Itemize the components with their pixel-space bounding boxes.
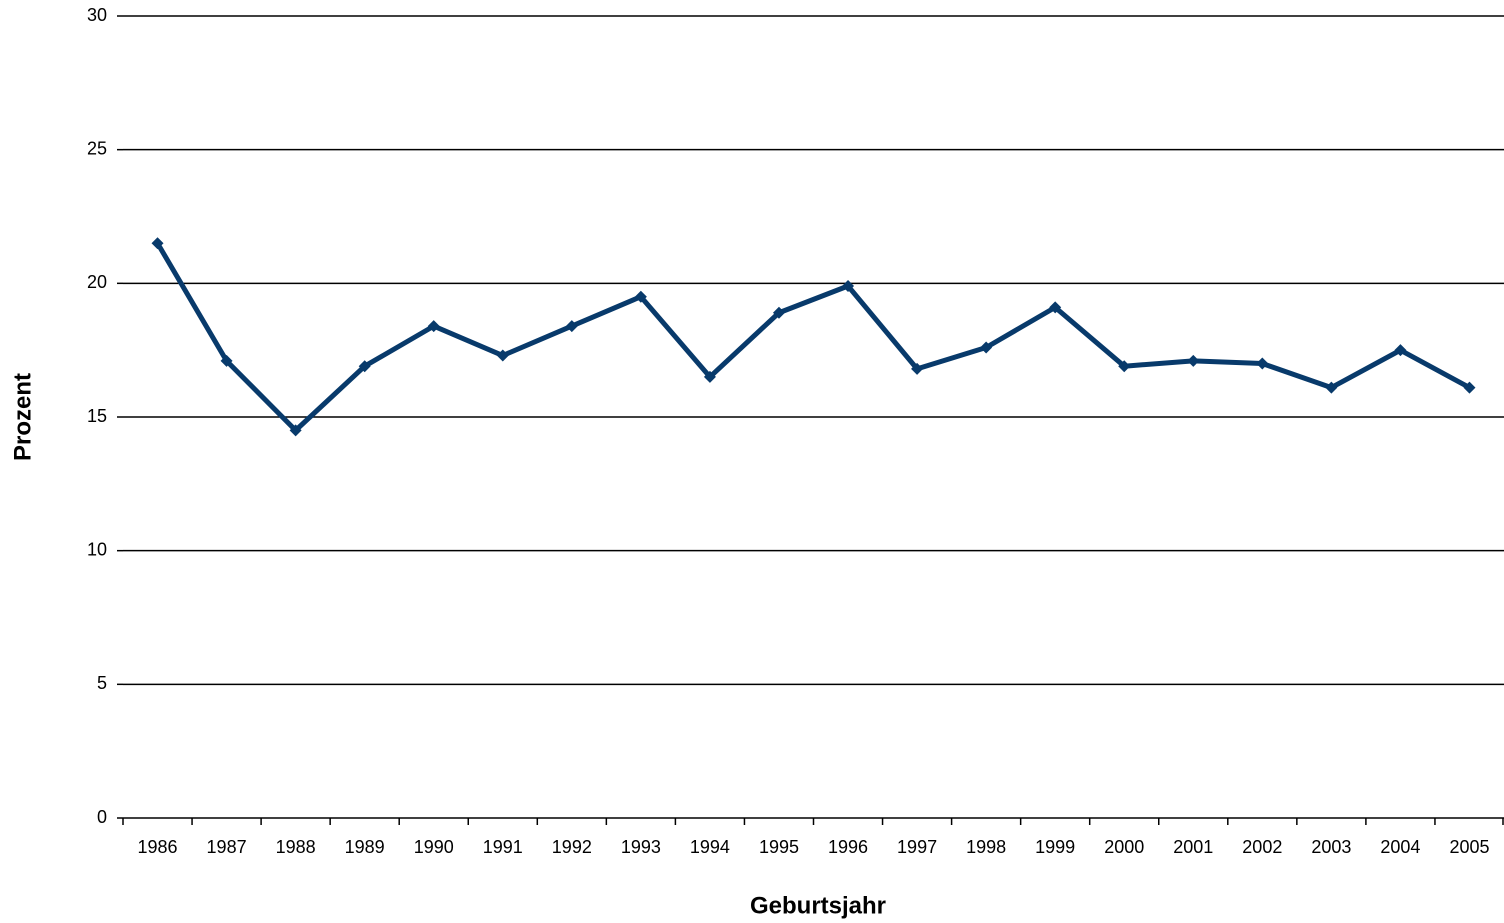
marker xyxy=(772,306,785,319)
marker xyxy=(980,341,993,354)
x-tick-label: 1998 xyxy=(966,837,1006,857)
x-tick-label: 1991 xyxy=(483,837,523,857)
y-tick-label: 5 xyxy=(97,673,107,693)
marker xyxy=(911,362,924,375)
marker xyxy=(1118,360,1131,373)
x-tick-label: 1993 xyxy=(621,837,661,857)
marker xyxy=(565,320,578,333)
marker xyxy=(358,360,371,373)
y-tick-label: 30 xyxy=(87,5,107,25)
marker xyxy=(1256,357,1269,370)
y-tick-label: 0 xyxy=(97,807,107,827)
x-tick-label: 1992 xyxy=(552,837,592,857)
marker xyxy=(1394,344,1407,357)
x-tick-label: 1988 xyxy=(276,837,316,857)
marker xyxy=(496,349,509,362)
marker xyxy=(1325,381,1338,394)
x-tick-label: 2003 xyxy=(1311,837,1351,857)
x-tick-label: 2001 xyxy=(1173,837,1213,857)
x-tick-label: 1995 xyxy=(759,837,799,857)
x-tick-label: 1994 xyxy=(690,837,730,857)
marker xyxy=(842,280,855,293)
marker xyxy=(703,370,716,383)
marker xyxy=(151,237,164,250)
line xyxy=(155,241,1471,433)
marker xyxy=(634,290,647,303)
y-axis-title: Prozent xyxy=(9,373,36,461)
x-tick-label: 2005 xyxy=(1449,837,1489,857)
marker xyxy=(220,354,233,367)
x-tick-label: 1996 xyxy=(828,837,868,857)
x-tick-label: 2002 xyxy=(1242,837,1282,857)
x-tick-label: 1987 xyxy=(207,837,247,857)
x-tick-label: 1999 xyxy=(1035,837,1075,857)
x-tick-label: 1989 xyxy=(345,837,385,857)
x-tick-label: 1990 xyxy=(414,837,454,857)
x-tick-label: 1997 xyxy=(897,837,937,857)
y-tick-label: 25 xyxy=(87,138,107,158)
x-tick-label: 2004 xyxy=(1380,837,1420,857)
y-tick-label: 20 xyxy=(87,272,107,292)
x-axis-title: Geburtsjahr xyxy=(750,892,886,919)
x-tick-label: 2000 xyxy=(1104,837,1144,857)
y-tick-label: 10 xyxy=(87,539,107,559)
marker xyxy=(1463,381,1476,394)
x-tick-label: 1986 xyxy=(138,837,178,857)
y-tick-label: 15 xyxy=(87,406,107,426)
marker xyxy=(1187,354,1200,367)
marker xyxy=(1049,301,1062,314)
marker xyxy=(289,424,302,437)
marker xyxy=(427,320,440,333)
